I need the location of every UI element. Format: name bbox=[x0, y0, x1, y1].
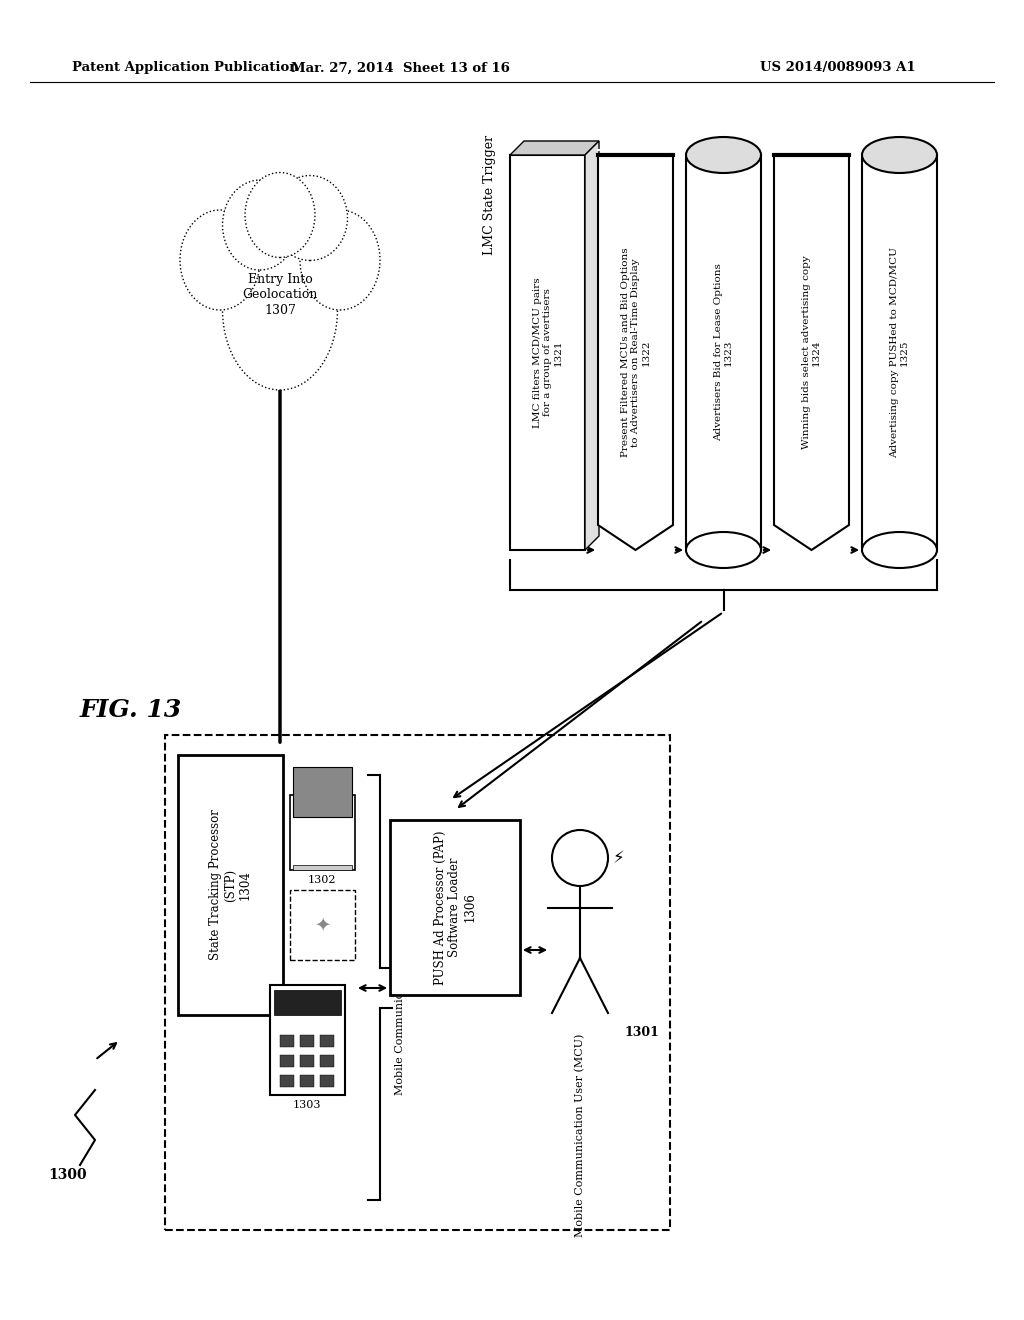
Bar bbox=[300, 1055, 314, 1067]
Text: ✦: ✦ bbox=[313, 916, 330, 935]
Bar bbox=[862, 154, 937, 550]
Text: Winning bids select advertising copy
1324: Winning bids select advertising copy 132… bbox=[802, 256, 821, 449]
Text: 1301: 1301 bbox=[625, 1027, 659, 1040]
Bar bbox=[270, 985, 345, 1096]
Text: Mobile Communication User (MCU): Mobile Communication User (MCU) bbox=[574, 1034, 585, 1237]
Ellipse shape bbox=[272, 176, 347, 260]
Bar bbox=[319, 1055, 334, 1067]
Text: Present Filtered MCUs and Bid Options
to Advertisers on Real-Time Display
1322: Present Filtered MCUs and Bid Options to… bbox=[621, 248, 650, 457]
Bar bbox=[165, 735, 670, 1230]
Ellipse shape bbox=[862, 137, 937, 173]
Text: ⚡: ⚡ bbox=[612, 849, 624, 867]
Text: Advertisers Bid for Lease Options
1323: Advertisers Bid for Lease Options 1323 bbox=[714, 264, 733, 441]
Bar bbox=[280, 1074, 294, 1086]
Bar bbox=[290, 795, 355, 870]
Text: 1302: 1302 bbox=[308, 875, 336, 884]
Bar bbox=[319, 1035, 334, 1047]
Polygon shape bbox=[585, 141, 599, 550]
Bar bbox=[178, 755, 283, 1015]
Text: LMC filters MCD/MCU pairs
for a group of avertisers
1321: LMC filters MCD/MCU pairs for a group of… bbox=[532, 277, 562, 428]
Ellipse shape bbox=[222, 180, 298, 271]
Text: LMC State Trigger: LMC State Trigger bbox=[483, 135, 497, 255]
Text: Mar. 27, 2014  Sheet 13 of 16: Mar. 27, 2014 Sheet 13 of 16 bbox=[291, 62, 509, 74]
Bar bbox=[274, 990, 341, 1015]
Text: Advertising copy PUSHed to MCD/MCU
1325: Advertising copy PUSHed to MCD/MCU 1325 bbox=[890, 247, 909, 458]
Text: US 2014/0089093 A1: US 2014/0089093 A1 bbox=[760, 62, 915, 74]
Text: FIG. 13: FIG. 13 bbox=[80, 698, 182, 722]
Bar bbox=[300, 1074, 314, 1086]
Polygon shape bbox=[774, 154, 849, 550]
Ellipse shape bbox=[222, 230, 338, 389]
Text: PUSH Ad Processor (PAP)
Software Loader
1306: PUSH Ad Processor (PAP) Software Loader … bbox=[433, 830, 476, 985]
Text: Entry Into
Geolocation
1307: Entry Into Geolocation 1307 bbox=[243, 273, 317, 317]
Bar bbox=[390, 820, 520, 995]
Polygon shape bbox=[510, 141, 599, 154]
Ellipse shape bbox=[686, 137, 761, 173]
Bar bbox=[293, 767, 352, 817]
Ellipse shape bbox=[862, 532, 937, 568]
Ellipse shape bbox=[245, 173, 315, 257]
Bar bbox=[290, 890, 355, 960]
Bar bbox=[300, 1035, 314, 1047]
Text: 1303: 1303 bbox=[293, 1100, 322, 1110]
Ellipse shape bbox=[180, 210, 260, 310]
Bar bbox=[280, 1055, 294, 1067]
Bar bbox=[319, 1074, 334, 1086]
Ellipse shape bbox=[686, 532, 761, 568]
Bar bbox=[280, 1035, 294, 1047]
Polygon shape bbox=[598, 154, 673, 550]
Text: State Tracking Processor
(STP)
1304: State Tracking Processor (STP) 1304 bbox=[209, 809, 252, 961]
Text: Mobile Communication Device (MCD): Mobile Communication Device (MCD) bbox=[395, 880, 406, 1094]
Bar bbox=[510, 154, 585, 550]
Bar bbox=[686, 154, 761, 550]
Text: 1300: 1300 bbox=[48, 1168, 87, 1181]
Ellipse shape bbox=[300, 210, 380, 310]
Text: Patent Application Publication: Patent Application Publication bbox=[72, 62, 299, 74]
Circle shape bbox=[552, 830, 608, 886]
Bar bbox=[293, 865, 352, 870]
